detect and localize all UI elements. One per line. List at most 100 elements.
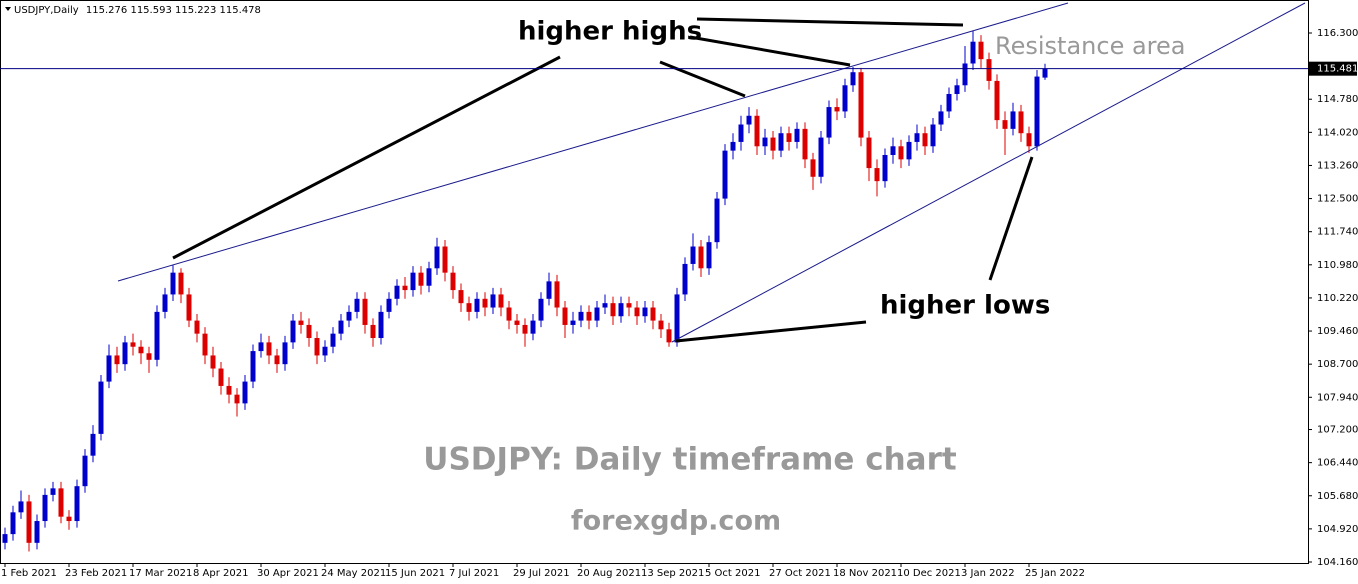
y-tick-label: 107.200 <box>1317 425 1358 436</box>
candle-body <box>418 272 424 286</box>
candle-body <box>522 324 528 334</box>
x-tick-label: 24 May 2021 <box>321 568 386 579</box>
y-tick-label: 110.980 <box>1317 260 1358 271</box>
y-tick-label: 111.740 <box>1317 227 1358 238</box>
upper-trendline <box>117 2 1069 282</box>
x-tick-label: 8 Apr 2021 <box>193 568 248 579</box>
x-tick-label: 13 Sep 2021 <box>641 568 704 579</box>
candle-body <box>514 320 520 325</box>
y-tick-label: 110.220 <box>1317 293 1358 304</box>
candle-body <box>610 303 616 317</box>
candle-body <box>1034 76 1040 147</box>
candle-body <box>562 307 568 325</box>
candle-body <box>682 263 688 295</box>
candle-body <box>346 311 352 321</box>
x-tick-label: 23 Feb 2021 <box>65 568 127 579</box>
candle-body <box>98 381 104 434</box>
candle-body <box>834 107 840 112</box>
candle-body <box>714 198 720 243</box>
candle-body <box>962 63 968 86</box>
candle-body <box>978 41 984 60</box>
candle-body <box>154 311 160 360</box>
candle-body <box>722 150 728 199</box>
candle-body <box>242 381 248 404</box>
candle-body <box>114 355 120 365</box>
y-tick-label: 114.020 <box>1317 127 1358 138</box>
candle-body <box>322 346 328 356</box>
price-label-box <box>1309 61 1357 76</box>
price-label: 115.481 <box>1317 64 1358 75</box>
candle-body <box>258 342 264 352</box>
candle-body <box>930 124 936 147</box>
candle-body <box>354 298 360 312</box>
arrows <box>172 17 1034 343</box>
candle-body <box>666 329 672 343</box>
header-open: 115.276 <box>86 5 127 16</box>
candle-body <box>586 311 592 321</box>
annotation: Resistance area <box>995 32 1185 60</box>
candle-body <box>914 133 920 142</box>
candle-body <box>698 246 704 269</box>
candle-body <box>274 355 280 365</box>
candle-body <box>90 433 96 456</box>
arrow <box>172 55 561 260</box>
candle-body <box>450 272 456 291</box>
candle-body <box>538 298 544 321</box>
annotation: higher lows <box>880 291 1050 321</box>
candle-body <box>802 128 808 160</box>
candle-body <box>818 137 824 177</box>
candle-body <box>226 385 232 395</box>
candle-body <box>826 107 832 138</box>
candle-body <box>618 303 624 317</box>
candle-body <box>482 298 488 308</box>
candle-body <box>578 311 584 321</box>
x-tick-label: 20 Aug 2021 <box>577 568 641 579</box>
arrow <box>659 60 746 98</box>
candle-body <box>658 320 664 330</box>
annotation: higher highs <box>518 17 702 47</box>
candle-body <box>1010 111 1016 129</box>
candle-body <box>474 298 480 312</box>
candle-body <box>298 320 304 325</box>
candle-body <box>210 355 216 369</box>
candle-body <box>1026 133 1032 147</box>
candle-body <box>338 320 344 334</box>
candle-body <box>762 137 768 147</box>
candle-body <box>986 59 992 81</box>
candle-body <box>906 141 912 160</box>
candle-body <box>602 303 608 308</box>
x-tick-label: 7 Jul 2021 <box>449 568 499 579</box>
candle-body <box>898 146 904 160</box>
candle-body <box>106 355 112 382</box>
y-tick-label: 105.680 <box>1317 491 1358 502</box>
plot <box>2 30 1048 552</box>
candle-body <box>74 486 80 522</box>
x-tick-label: 1 Feb 2021 <box>1 568 57 579</box>
candle-body <box>634 307 640 317</box>
candle-body <box>146 353 152 360</box>
candle-body <box>42 494 48 522</box>
candle-body <box>378 311 384 339</box>
watermark: forexgdp.com <box>571 506 781 537</box>
candle-body <box>58 488 64 517</box>
y-tick-label: 114.780 <box>1317 94 1358 105</box>
candle-body <box>82 455 88 487</box>
candle-body <box>306 324 312 339</box>
candle-body <box>218 368 224 386</box>
y-tick-label: 108.700 <box>1317 359 1358 370</box>
candle-body <box>890 146 896 155</box>
y-tick-label: 104.160 <box>1317 557 1358 568</box>
candle-body <box>994 80 1000 121</box>
candle-body <box>138 346 144 354</box>
candle-body <box>794 128 800 142</box>
candle-body <box>362 298 368 325</box>
candle-body <box>506 307 512 321</box>
candle-body <box>746 115 752 125</box>
candle-body <box>394 285 400 299</box>
candle-body <box>498 294 504 308</box>
candle-body <box>18 501 24 513</box>
candle-body <box>330 333 336 347</box>
candle-body <box>194 320 200 334</box>
candle-body <box>570 320 576 325</box>
candle-body <box>650 307 656 321</box>
